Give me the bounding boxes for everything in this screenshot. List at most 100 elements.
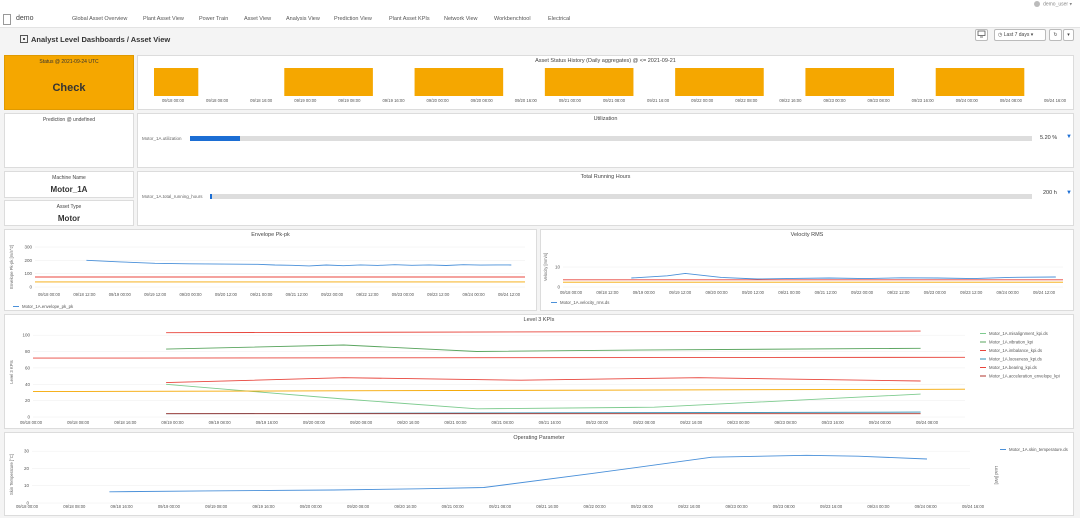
x-tick-label: 09/22 16:00 <box>779 98 802 103</box>
x-tick-label: 09/19 16:00 <box>382 98 405 103</box>
x-tick-label: 09/22 00:00 <box>691 98 714 103</box>
y-tick-label: 0 <box>27 415 30 420</box>
x-tick-label: 09/22 16:00 <box>680 420 703 425</box>
series-line-motor-1a-misalignment-kpi-ds <box>166 383 921 410</box>
series-line-motor-1a-velocity-rms <box>631 272 1056 280</box>
x-tick-label: 09/23 16:00 <box>822 420 845 425</box>
envelope-pkpk-chart[interactable]: 300 200 100 0 Envelope Pk-pk [m/s^2] 09/18 00… <box>5 230 538 312</box>
utilization-bar-fill <box>190 136 241 141</box>
legend-item: Motor_1A.skin_temperature.ds <box>1009 447 1068 452</box>
x-tick-label: 09/20 12:00 <box>215 292 238 297</box>
utilization-series-label: Motor_1A.utilization <box>142 136 182 141</box>
status-bar <box>544 68 634 96</box>
tab-plant-asset-view[interactable]: Plant Asset View <box>143 16 184 22</box>
tab-network-view[interactable]: Network View <box>444 16 478 22</box>
user-menu[interactable]: demo_user ▾ <box>1034 1 1072 7</box>
velocity-rms-chart[interactable]: 10 0 Velocity [mm/s] 09/18 00:00 09/18 12:00… <box>541 230 1075 312</box>
x-tick-label: 09/18 00:00 <box>38 292 61 297</box>
refresh-interval-dropdown[interactable]: ▾ <box>1063 29 1074 41</box>
x-tick-label: 09/21 12:00 <box>815 290 838 295</box>
clock-icon: ◷ <box>998 32 1003 38</box>
x-tick-label: 09/18 12:00 <box>73 292 96 297</box>
x-tick-label: 09/22 08:00 <box>735 98 758 103</box>
status-bar <box>675 68 764 96</box>
x-tick-label: 09/18 08:00 <box>206 98 229 103</box>
tv-mode-button[interactable] <box>975 29 988 41</box>
legend-item: Motor_1A.envelope_pk_pk <box>22 304 74 309</box>
level3-kpis-chart[interactable]: 100 80 60 40 20 0 Level 3 KPIs 09/18 00:00 09/18… <box>5 315 1075 430</box>
refresh-button[interactable]: ↻ <box>1049 29 1062 41</box>
x-tick-label: 09/19 00:00 <box>109 292 132 297</box>
x-tick-label: 09/23 08:00 <box>773 504 796 509</box>
y-tick-label: 20 <box>25 398 31 403</box>
x-tick-label: 09/22 08:00 <box>633 420 656 425</box>
x-tick-label: 09/21 00:00 <box>250 292 273 297</box>
x-tick-label: 09/19 08:00 <box>338 98 361 103</box>
x-tick-label: 09/24 00:00 <box>867 504 890 509</box>
prediction-label: Prediction @ undefined <box>42 117 96 123</box>
legend-item: Motor_1A.vibration_kpi <box>989 340 1033 345</box>
panel-title: Envelope Pk-pk <box>251 232 290 238</box>
y-tick-label: 80 <box>25 349 31 354</box>
status-bar <box>154 68 199 96</box>
tab-global-asset-overview[interactable]: Global Asset Overview <box>72 16 128 22</box>
chevron-down-icon[interactable]: ▼ <box>1066 190 1072 196</box>
tab-analysis-view[interactable]: Analysis View <box>286 16 320 22</box>
x-tick-label: 09/18 16:00 <box>114 420 137 425</box>
x-tick-label: 09/24 16:00 <box>1044 98 1067 103</box>
x-tick-label: 09/23 08:00 <box>774 420 797 425</box>
asset-type-value: Motor <box>57 214 81 223</box>
y-tick-label: 20 <box>24 466 30 471</box>
status-history-chart[interactable]: 09/18 00:00 09/18 08:00 09/18 16:00 09/19 0… <box>138 56 1075 111</box>
y-tick-label: 200 <box>24 258 32 263</box>
x-tick-label: 09/23 00:00 <box>924 290 947 295</box>
monitor-icon <box>977 30 986 38</box>
x-tick-label: 09/24 16:00 <box>962 504 985 509</box>
y-tick-label: 0 <box>557 285 560 290</box>
asset-status-history-panel: Asset Status History (Daily aggregates) … <box>137 55 1074 110</box>
x-tick-label: 09/18 00:00 <box>20 420 43 425</box>
x-tick-label: 09/23 00:00 <box>392 292 415 297</box>
x-tick-label: 09/23 00:00 <box>823 98 846 103</box>
tab-workbenchtool[interactable]: Workbenchtool <box>494 16 531 22</box>
dashboard-grid-icon <box>20 35 28 43</box>
utilization-panel: Utilization Motor_1A.utilization 5.20 % … <box>137 113 1074 168</box>
x-tick-label: 09/18 08:00 <box>67 420 90 425</box>
x-tick-label: 09/20 00:00 <box>300 504 323 509</box>
status-bar <box>805 68 895 96</box>
x-tick-label: 09/22 12:00 <box>887 290 910 295</box>
chevron-down-icon[interactable]: ▼ <box>1066 134 1072 140</box>
x-tick-label: 09/21 00:00 <box>444 420 467 425</box>
tab-asset-view[interactable]: Asset View <box>244 16 272 22</box>
x-tick-label: 09/22 00:00 <box>851 290 874 295</box>
tab-plant-asset-kpis[interactable]: Plant Asset KPIs <box>389 16 430 22</box>
operating-parameter-chart[interactable]: 30 20 10 0 Skin Temperature [°C] 09/18 00:00 0… <box>5 433 1075 517</box>
x-tick-label: 09/20 08:00 <box>347 504 370 509</box>
legend-item: Motor_1A.bearing_kpi.ds <box>989 365 1037 370</box>
x-tick-label: 09/22 08:00 <box>631 504 654 509</box>
status-label: Status @ 2021-09-24 UTC <box>39 59 99 65</box>
x-tick-label: 09/24 00:00 <box>869 420 892 425</box>
tab-electrical[interactable]: Electrical <box>548 16 571 22</box>
y-tick-label: 10 <box>555 265 561 270</box>
menu-icon[interactable] <box>3 14 11 25</box>
x-tick-label: 09/20 00:00 <box>705 290 728 295</box>
x-tick-label: 09/18 00:00 <box>16 504 39 509</box>
x-tick-label: 09/20 08:00 <box>471 98 494 103</box>
x-tick-label: 09/22 00:00 <box>584 504 607 509</box>
legend-item: Motor_1A.velocity_rms.ds <box>560 300 609 305</box>
legend-item: Motor_1A.acceleration_envelope_kpi <box>989 374 1060 379</box>
page-title: Analyst Level Dashboards / Asset View <box>31 35 171 44</box>
x-tick-label: 09/23 12:00 <box>427 292 450 297</box>
app-name[interactable]: demo <box>16 15 34 22</box>
y-tick-label: 0 <box>26 501 29 506</box>
x-tick-label: 09/24 08:00 <box>1000 98 1023 103</box>
y-tick-label: 0 <box>29 285 32 290</box>
time-range-picker[interactable]: ◷ Last 7 days ▾ <box>994 29 1046 41</box>
time-range-label: Last 7 days <box>1003 32 1030 38</box>
x-tick-label: 09/18 12:00 <box>596 290 619 295</box>
tab-power-train[interactable]: Power Train <box>199 16 229 22</box>
tab-prediction-view[interactable]: Prediction View <box>334 16 372 22</box>
panel-title: Operating Parameter <box>513 435 565 441</box>
avatar <box>1034 1 1041 7</box>
